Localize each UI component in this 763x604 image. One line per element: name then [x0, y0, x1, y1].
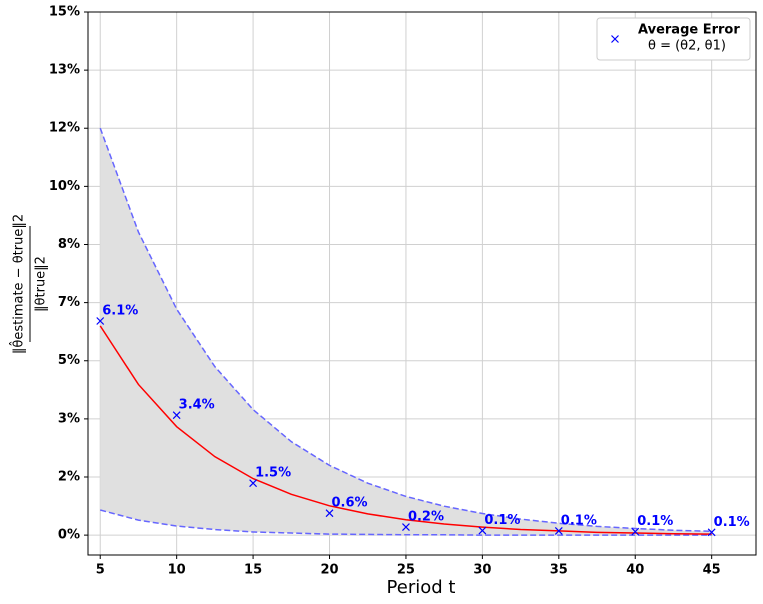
x-tick-label: 40	[626, 563, 644, 578]
data-point	[631, 527, 640, 536]
data-point	[554, 527, 563, 535]
y-label-denominator: ‖θtrue‖2	[34, 256, 49, 312]
value-label: 0.1%	[637, 514, 673, 529]
data-point	[478, 526, 487, 535]
lower-bound-line	[100, 509, 712, 536]
legend-marker	[611, 35, 619, 43]
plot-frame	[87, 11, 757, 556]
legend-note: θ = (θ2, θ1)	[648, 39, 726, 54]
y-label-numerator: ‖θ̂estimate − θtrue‖2	[9, 214, 26, 354]
x-tick-label: 30	[473, 563, 491, 578]
y-tick-label: 8%	[58, 237, 80, 252]
y-tick-label: 5%	[58, 353, 80, 368]
x-tick-label: 10	[168, 563, 186, 578]
y-tick-label: 7%	[58, 295, 80, 310]
value-label: 0.1%	[714, 515, 750, 530]
data-point	[707, 528, 716, 537]
data-point	[402, 523, 410, 532]
upper-bound-line	[99, 127, 712, 533]
x-axis-label: Period t	[387, 577, 456, 598]
value-label: 0.1%	[484, 513, 520, 528]
data-point	[96, 317, 105, 325]
x-tick-label: 15	[244, 563, 262, 578]
data-point	[325, 509, 334, 518]
y-tick-label: 0%	[58, 528, 80, 543]
legend-box	[596, 17, 751, 61]
confidence-band	[100, 128, 712, 536]
x-tick-label: 5	[96, 563, 105, 578]
y-tick-label: 15%	[49, 5, 80, 20]
plot-area: 0% 2% 3% 5% 7% 8% 10% 12% 13% 15% 5 10 15 20 25 30 35 40 4…	[49, 5, 757, 578]
y-tick-label: 12%	[49, 121, 80, 136]
x-tick-label: 25	[397, 563, 415, 578]
x-tick-label: 45	[703, 563, 721, 578]
value-label: 3.4%	[179, 398, 215, 413]
fit-curve	[99, 325, 712, 535]
data-point	[249, 479, 258, 488]
value-label: 0.2%	[408, 510, 444, 525]
legend-label: Average Error	[638, 23, 740, 38]
y-tick-label: 13%	[49, 63, 80, 78]
value-label: 6.1%	[102, 303, 138, 318]
data-point	[172, 411, 181, 420]
y-axis-label: ‖θ̂estimate − θtrue‖2 ‖θtrue‖2	[9, 214, 48, 354]
x-tick-label: 35	[550, 563, 568, 578]
y-tick-label: 3%	[58, 411, 80, 426]
value-label: 1.5%	[255, 466, 291, 481]
x-tick-label: 20	[320, 563, 338, 578]
y-tick-label: 2%	[58, 469, 80, 484]
y-tick-label: 10%	[49, 179, 80, 194]
value-label: 0.1%	[561, 513, 597, 528]
value-label: 0.6%	[332, 496, 368, 511]
